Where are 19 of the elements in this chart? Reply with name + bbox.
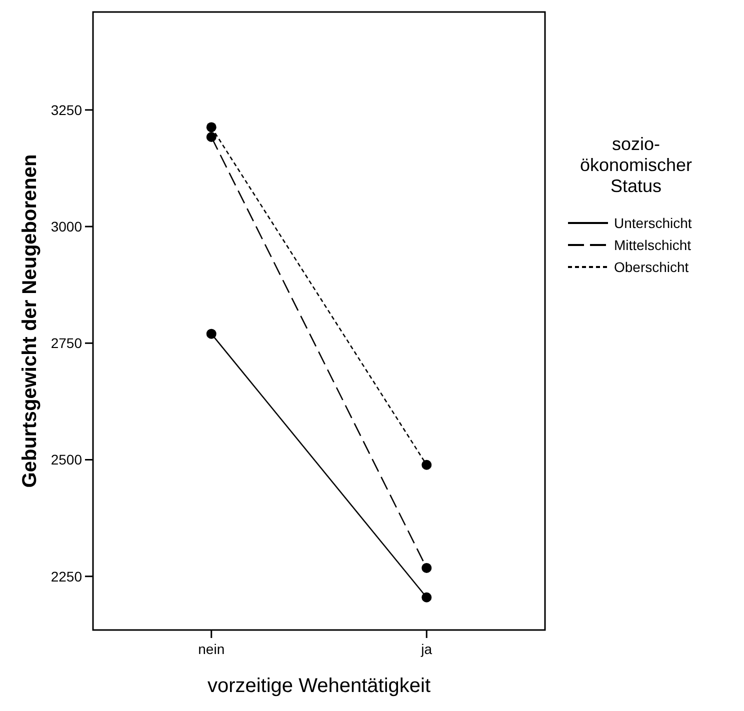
x-tick-label: nein xyxy=(198,641,225,657)
y-tick-label: 3000 xyxy=(50,218,82,234)
point xyxy=(422,592,432,602)
y-axis-title: Geburtsgewicht der Neugeborenen xyxy=(19,154,41,488)
x-tick-label: ja xyxy=(420,641,432,657)
point xyxy=(422,460,432,470)
legend-label: Mittelschicht xyxy=(614,236,692,253)
legend-label: Unterschicht xyxy=(614,214,692,231)
point xyxy=(206,328,216,339)
point xyxy=(206,122,216,132)
point xyxy=(206,132,216,142)
y-tick-label: 2500 xyxy=(50,452,82,468)
legend-label: Oberschicht xyxy=(614,258,689,275)
y-tick-label: 3250 xyxy=(50,102,82,118)
point xyxy=(422,562,432,573)
x-axis-title: vorzeitige Wehentätigkeit xyxy=(207,675,431,697)
y-tick-label: 2250 xyxy=(50,568,82,584)
y-tick-label: 2750 xyxy=(50,335,82,352)
legend-title: sozio- ökonomischer Status xyxy=(580,134,692,196)
